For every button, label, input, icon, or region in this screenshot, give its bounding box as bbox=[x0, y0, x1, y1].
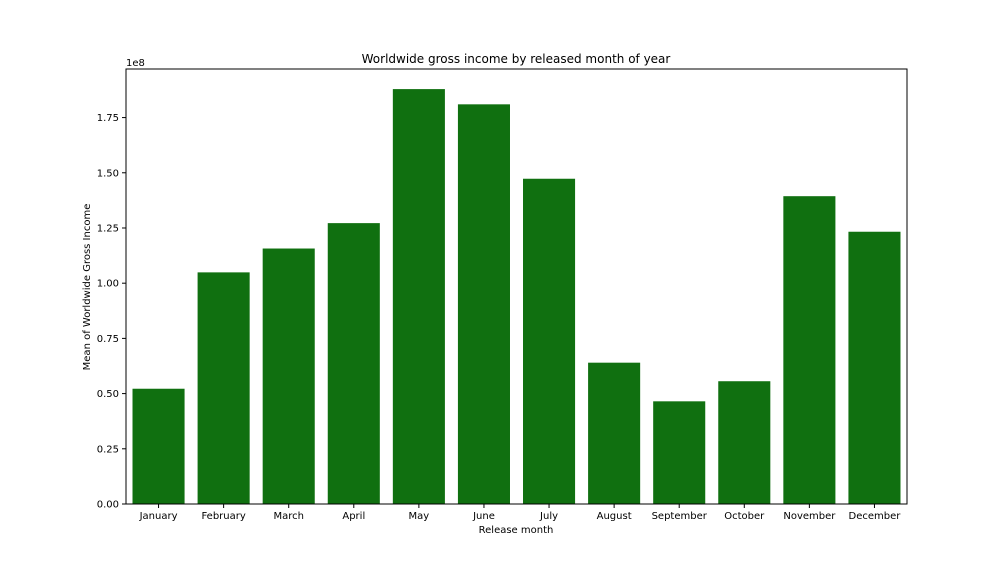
bar-january bbox=[132, 388, 185, 504]
bar-july bbox=[523, 178, 576, 504]
x-axis-ticks: January February March April May June July Augu… bbox=[139, 504, 902, 522]
x-tick-label: July bbox=[539, 511, 558, 522]
chart-title: Worldwide gross income by released month… bbox=[362, 52, 671, 66]
y-tick-label: 1.75 bbox=[97, 113, 119, 124]
x-tick-label: December bbox=[849, 511, 902, 522]
y-tick-label: 1.50 bbox=[97, 168, 119, 179]
bar-october bbox=[718, 381, 771, 504]
x-tick-label: November bbox=[783, 511, 836, 522]
bars bbox=[132, 89, 901, 505]
bar-april bbox=[327, 223, 380, 505]
x-axis-label: Release month bbox=[479, 525, 554, 536]
x-tick-label: March bbox=[273, 511, 303, 522]
bar-march bbox=[262, 248, 315, 504]
y-tick-label: 1.25 bbox=[97, 223, 119, 234]
y-tick-label: 0.50 bbox=[97, 389, 119, 400]
bar-may bbox=[392, 89, 445, 505]
y-axis-label: Mean of Worldwide Gross Income bbox=[82, 204, 93, 371]
plot-frame bbox=[125, 68, 908, 505]
bar-december bbox=[848, 231, 901, 504]
y-tick-label: 0.75 bbox=[97, 334, 119, 345]
x-tick-label: August bbox=[597, 511, 632, 522]
x-tick-label: September bbox=[652, 511, 708, 522]
x-tick-label: January bbox=[139, 511, 178, 522]
y-offset-label: 1e8 bbox=[126, 58, 145, 69]
bar-june bbox=[457, 104, 510, 504]
x-tick-label: October bbox=[724, 511, 765, 522]
bar-september bbox=[653, 401, 706, 504]
bar-november bbox=[783, 196, 836, 505]
bar-august bbox=[588, 362, 641, 504]
x-tick-label: February bbox=[201, 511, 245, 522]
x-tick-label: June bbox=[472, 511, 495, 522]
x-tick-label: May bbox=[409, 511, 430, 522]
y-tick-label: 0.00 bbox=[97, 500, 119, 511]
y-tick-label: 1.00 bbox=[97, 279, 119, 290]
x-tick-label: April bbox=[342, 511, 365, 522]
y-tick-label: 0.25 bbox=[97, 444, 119, 455]
bar-february bbox=[197, 272, 250, 504]
y-axis-ticks: 0.00 0.25 0.50 0.75 1.00 1.25 1.50 1.75 bbox=[97, 113, 126, 511]
